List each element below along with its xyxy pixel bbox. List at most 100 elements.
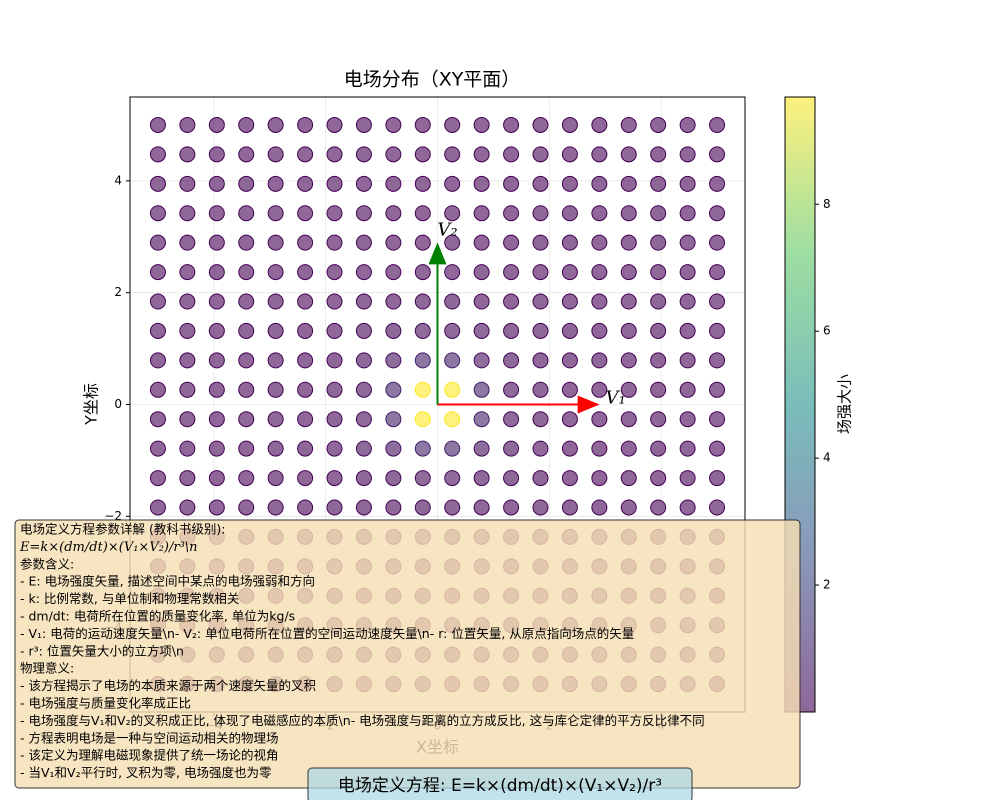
field-point: [709, 205, 726, 222]
field-point: [620, 322, 637, 339]
info-line: - 电场强度与V₁和V₂的叉积成正比, 体现了电磁感应的本质\n- 电场强度与距…: [20, 713, 705, 728]
field-point: [473, 411, 490, 428]
field-point: [591, 205, 608, 222]
field-point: [709, 293, 726, 310]
field-point: [532, 234, 549, 251]
field-point: [561, 205, 578, 222]
field-point: [679, 205, 696, 222]
field-point: [267, 293, 284, 310]
field-point: [650, 470, 667, 487]
field-point: [709, 146, 726, 163]
field-point: [238, 411, 255, 428]
field-point: [326, 146, 343, 163]
field-point: [238, 116, 255, 133]
field-point: [444, 293, 461, 310]
field-point: [297, 146, 314, 163]
field-point: [414, 116, 431, 133]
field-point: [591, 411, 608, 428]
field-point: [208, 175, 225, 192]
field-point: [297, 116, 314, 133]
y-tick-label: −2: [104, 509, 122, 523]
field-point: [591, 470, 608, 487]
field-point: [355, 411, 372, 428]
field-point: [355, 234, 372, 251]
field-point: [385, 499, 402, 516]
colorbar-tick-label: 8: [823, 197, 831, 211]
field-point: [473, 352, 490, 369]
field-point: [355, 205, 372, 222]
colorbar-tick-label: 2: [823, 578, 831, 592]
field-point: [355, 322, 372, 339]
field-point: [532, 499, 549, 516]
info-line: - V₁: 电荷的运动速度矢量\n- V₂: 单位电荷所在位置的空间运动速度矢量…: [20, 626, 634, 641]
field-point: [620, 381, 637, 398]
field-point: [591, 352, 608, 369]
field-point: [385, 293, 402, 310]
field-point: [385, 470, 402, 487]
field-point: [385, 352, 402, 369]
field-point: [679, 381, 696, 398]
field-point: [620, 352, 637, 369]
field-point: [179, 264, 196, 281]
field-point: [297, 440, 314, 457]
field-point: [208, 205, 225, 222]
field-point: [503, 440, 520, 457]
field-point: [473, 322, 490, 339]
field-point: [561, 175, 578, 192]
y-tick-label: 2: [114, 285, 122, 299]
field-point: [650, 175, 667, 192]
field-point: [473, 116, 490, 133]
field-point: [591, 116, 608, 133]
field-point: [650, 411, 667, 428]
info-line: - 方程表明电场是一种与空间运动相关的物理场: [20, 730, 279, 745]
field-point: [503, 264, 520, 281]
field-point: [679, 293, 696, 310]
field-point: [591, 146, 608, 163]
field-point: [149, 352, 166, 369]
field-point: [444, 322, 461, 339]
field-point: [297, 352, 314, 369]
field-point: [503, 293, 520, 310]
field-point: [149, 116, 166, 133]
field-point: [414, 322, 431, 339]
field-point: [238, 440, 255, 457]
field-point: [414, 411, 431, 428]
field-point: [532, 146, 549, 163]
field-point: [561, 146, 578, 163]
field-point: [620, 499, 637, 516]
field-point: [149, 322, 166, 339]
info-line: 物理意义:: [20, 661, 74, 676]
field-point: [561, 293, 578, 310]
y-axis-label: Y坐标: [82, 383, 101, 426]
field-point: [297, 470, 314, 487]
field-point: [444, 440, 461, 457]
field-point: [650, 499, 667, 516]
field-point: [179, 352, 196, 369]
field-point: [385, 322, 402, 339]
arrow-label: V₂: [437, 219, 457, 240]
field-point: [179, 205, 196, 222]
field-point: [679, 440, 696, 457]
field-point: [679, 234, 696, 251]
field-point: [709, 264, 726, 281]
field-point: [650, 381, 667, 398]
field-point: [238, 293, 255, 310]
field-point: [267, 205, 284, 222]
field-point: [532, 322, 549, 339]
field-point: [532, 411, 549, 428]
field-point: [149, 146, 166, 163]
colorbar-tick-label: 6: [823, 324, 831, 338]
field-point: [561, 381, 578, 398]
field-point: [561, 440, 578, 457]
field-point: [297, 293, 314, 310]
field-point: [297, 234, 314, 251]
field-point: [650, 234, 667, 251]
field-point: [591, 264, 608, 281]
field-point: [238, 352, 255, 369]
field-point: [679, 322, 696, 339]
field-point: [385, 116, 402, 133]
field-point: [149, 205, 166, 222]
info-line: - E: 电场强度矢量, 描述空间中某点的电场强弱和方向: [20, 574, 315, 589]
field-point: [473, 499, 490, 516]
field-point: [297, 264, 314, 281]
